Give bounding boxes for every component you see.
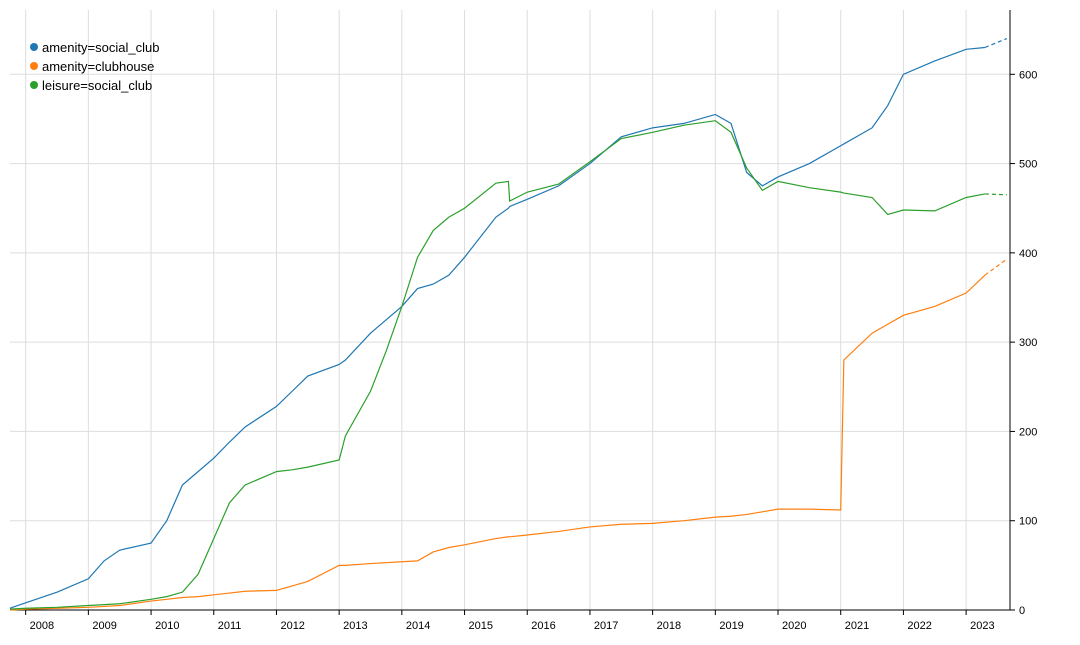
x-tick-label: 2015 <box>469 620 493 632</box>
x-tick-label: 2008 <box>30 620 54 632</box>
y-tick-label: 100 <box>1019 516 1037 528</box>
y-tick-label: 0 <box>1019 605 1025 617</box>
y-tick-label: 200 <box>1019 426 1037 438</box>
legend-marker <box>30 81 38 89</box>
x-tick-label: 2009 <box>92 620 116 632</box>
legend-label: amenity=clubhouse <box>42 59 154 74</box>
x-tick-label: 2017 <box>594 620 618 632</box>
legend-marker <box>30 62 38 70</box>
x-tick-label: 2012 <box>280 620 304 632</box>
series-line <box>9 46 985 609</box>
x-tick-label: 2014 <box>406 620 430 632</box>
y-tick-label: 600 <box>1019 69 1037 81</box>
y-tick-label: 300 <box>1019 337 1037 349</box>
x-tick-label: 2020 <box>782 620 806 632</box>
series-projection <box>984 193 1007 196</box>
series-projection <box>984 38 1008 49</box>
x-tick-label: 2018 <box>657 620 681 632</box>
y-tick-label: 500 <box>1019 159 1037 171</box>
y-tick-label: 400 <box>1019 248 1037 260</box>
legend-label: amenity=social_club <box>42 40 159 55</box>
x-tick-label: 2019 <box>719 620 743 632</box>
legend-marker <box>30 43 38 51</box>
x-tick-label: 2016 <box>531 620 555 632</box>
series-line <box>9 274 986 611</box>
x-tick-label: 2013 <box>343 620 367 632</box>
x-tick-label: 2011 <box>218 620 242 632</box>
series-line <box>9 120 986 610</box>
x-tick-label: 2023 <box>970 620 994 632</box>
legend-label: leisure=social_club <box>42 78 152 93</box>
x-tick-label: 2021 <box>845 620 869 632</box>
x-tick-label: 2022 <box>907 620 931 632</box>
series-projection <box>984 258 1008 276</box>
x-tick-label: 2010 <box>155 620 179 632</box>
